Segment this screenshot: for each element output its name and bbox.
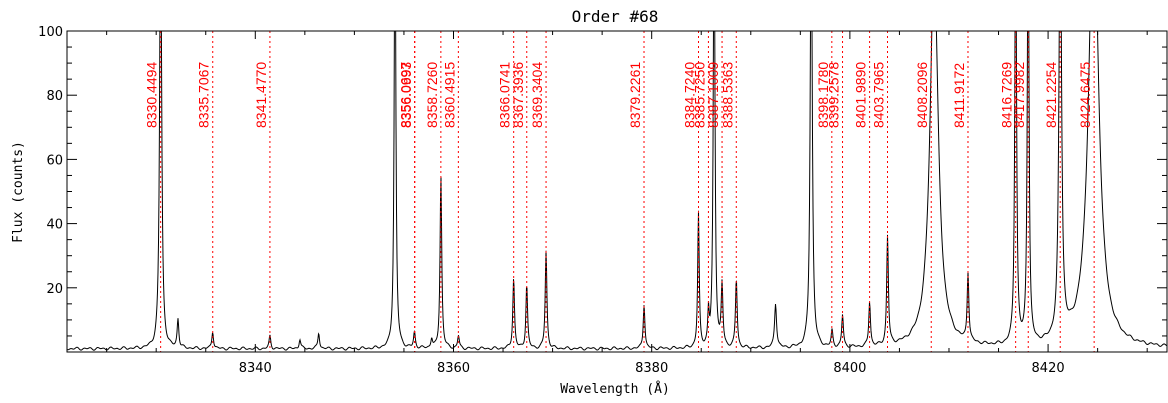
reference-line-label: 8379.2261 [627, 62, 643, 128]
y-tick-label: 80 [46, 89, 63, 104]
reference-line-label: 8399.2578 [826, 62, 842, 128]
reference-line-label: 8367.3936 [510, 62, 526, 128]
reference-line-label: 8358.7260 [424, 62, 440, 128]
reference-line-label: 8416.7269 [999, 62, 1015, 128]
reference-line-label: 8408.2096 [914, 62, 930, 128]
reference-line-label: 8330.4494 [144, 62, 160, 128]
spectrum-line [67, 31, 1167, 351]
reference-line-label: 8384.7240 [681, 62, 697, 128]
x-tick-label: 8380 [635, 361, 668, 376]
reference-line-label: 8335.7067 [196, 62, 212, 128]
reference-line-label: 8387.1009 [705, 62, 721, 128]
chart-title: Order #68 [572, 7, 659, 26]
y-axis-title: Flux (counts) [11, 141, 26, 243]
reference-line-label: 8401.9890 [853, 62, 869, 128]
reference-line-label: 8411.9172 [951, 63, 967, 128]
reference-line-label: 8417.9982 [1011, 62, 1027, 128]
reference-line-label: 8356.0697 [398, 62, 414, 128]
y-tick-label: 100 [38, 25, 63, 40]
reference-line-label: 8360.4915 [441, 62, 457, 128]
x-axis-title: Wavelength (Å) [560, 381, 670, 397]
reference-line-label: 8385.7250 [691, 62, 707, 128]
y-tick-label: 20 [46, 282, 63, 297]
reference-line-label: 8403.7965 [871, 62, 887, 128]
plot-area: 8330.4494 8335.7067 8341.4770 8356.06978356… [38, 25, 1168, 376]
x-tick-label: 8340 [239, 361, 272, 376]
reference-line-label: 8341.4770 [253, 62, 269, 128]
x-tick-label: 8400 [833, 361, 866, 376]
reference-line-label: 8369.3404 [529, 62, 545, 128]
reference-line-label: 8421.2254 [1043, 62, 1059, 128]
reference-line-label: 8398.1780 [815, 62, 831, 128]
y-tick-label: 60 [46, 153, 63, 168]
x-tick-label: 8360 [437, 361, 470, 376]
y-tick-label: 40 [46, 218, 63, 233]
reference-line-label: 8366.0741 [497, 62, 513, 128]
reference-line-label: 8356.0993 [398, 62, 414, 128]
reference-line-label: 8388.5363 [719, 62, 735, 128]
reference-line-label: 8424.6475 [1077, 62, 1093, 128]
x-tick-label: 8420 [1032, 361, 1065, 376]
